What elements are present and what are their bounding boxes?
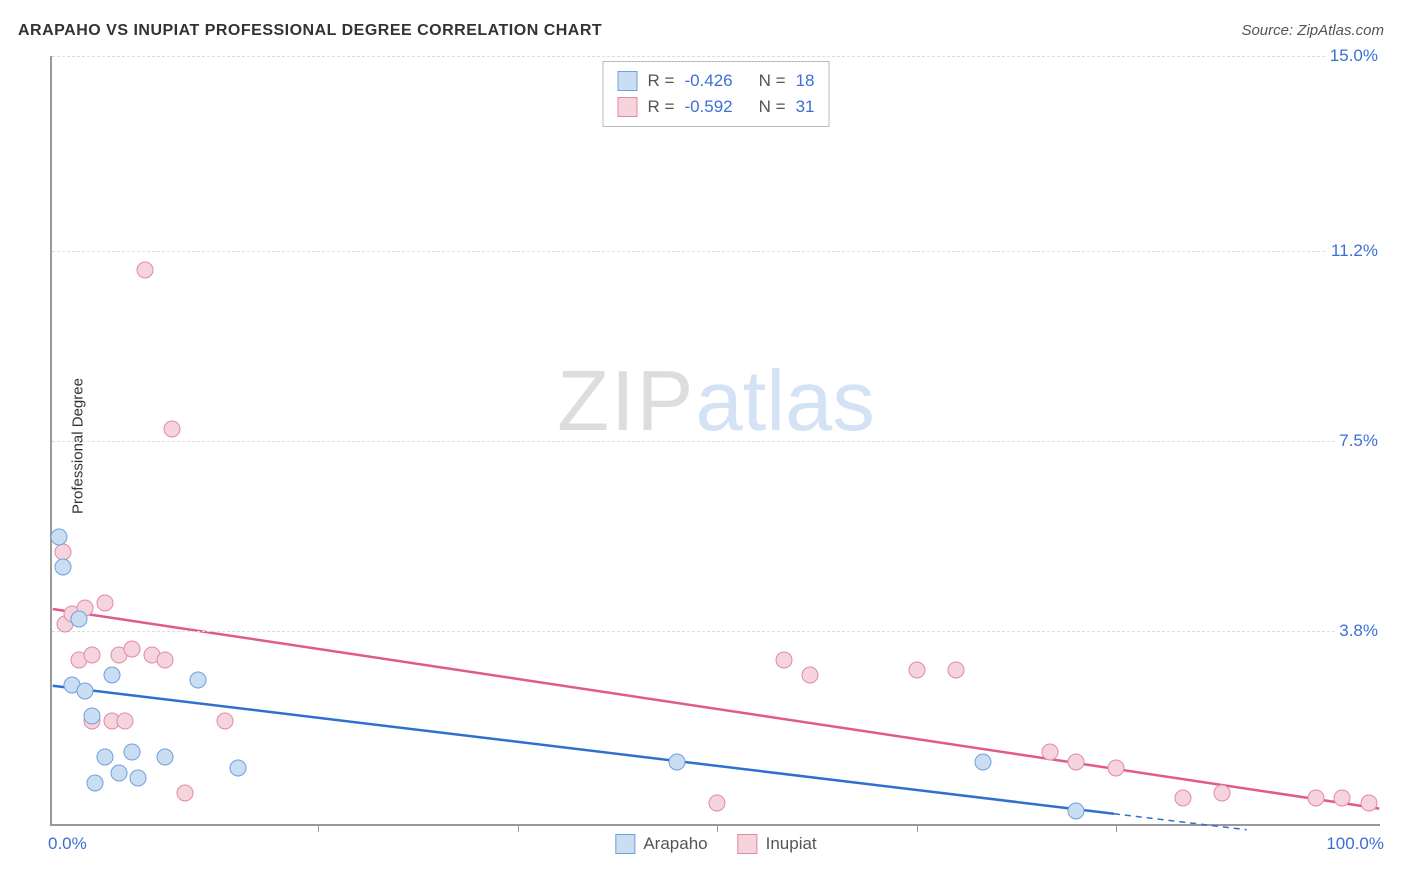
data-point <box>54 559 71 576</box>
stat-n-value: 31 <box>796 94 815 120</box>
plot-area: ZIPatlas R =-0.426N =18R =-0.592N =31 Ar… <box>50 56 1380 826</box>
data-point <box>190 672 207 689</box>
chart-container: ARAPAHO VS INUPIAT PROFESSIONAL DEGREE C… <box>0 0 1406 892</box>
data-point <box>130 769 147 786</box>
y-tick-label: 7.5% <box>1335 431 1382 451</box>
data-point <box>1334 790 1351 807</box>
legend-swatch <box>738 834 758 854</box>
series-legend: Arapaho Inupiat <box>615 834 816 854</box>
legend-item: Inupiat <box>738 834 817 854</box>
stat-r-label: R = <box>648 68 675 94</box>
gridline <box>52 56 1380 57</box>
stats-row: R = -0.426 N = 18 <box>618 68 815 94</box>
y-tick-label: 15.0% <box>1326 46 1382 66</box>
legend-label: Arapaho <box>643 834 707 854</box>
x-axis-min-label: 0.0% <box>48 834 87 854</box>
data-point <box>1041 744 1058 761</box>
regression-lines <box>52 56 1380 824</box>
x-axis-max-label: 100.0% <box>1326 834 1384 854</box>
x-tick <box>518 824 519 832</box>
regression-line <box>53 686 1114 814</box>
stat-n-label: N = <box>759 94 786 120</box>
data-point <box>83 708 100 725</box>
chart-title: ARAPAHO VS INUPIAT PROFESSIONAL DEGREE C… <box>18 22 602 40</box>
data-point <box>77 682 94 699</box>
data-point <box>137 261 154 278</box>
data-point <box>157 651 174 668</box>
stats-row: R = -0.592 N = 31 <box>618 94 815 120</box>
data-point <box>123 641 140 658</box>
gridline <box>52 631 1380 632</box>
data-point <box>177 785 194 802</box>
data-point <box>97 595 114 612</box>
x-tick <box>917 824 918 832</box>
stat-r-value: -0.592 <box>684 94 732 120</box>
data-point <box>1360 795 1377 812</box>
stat-n-label: N = <box>759 68 786 94</box>
source-credit: Source: ZipAtlas.com <box>1241 22 1384 39</box>
gridline <box>52 441 1380 442</box>
data-point <box>975 754 992 771</box>
data-point <box>86 774 103 791</box>
data-point <box>1214 785 1231 802</box>
x-tick <box>717 824 718 832</box>
data-point <box>103 667 120 684</box>
stats-legend-box: R = -0.426 N = 18 R = -0.592 N = 31 <box>603 61 830 127</box>
data-point <box>123 744 140 761</box>
data-point <box>117 713 134 730</box>
data-point <box>1108 759 1125 776</box>
series-swatch <box>618 97 638 117</box>
legend-label: Inupiat <box>766 834 817 854</box>
stat-r-label: R = <box>648 94 675 120</box>
data-point <box>1174 790 1191 807</box>
data-point <box>669 754 686 771</box>
data-point <box>802 667 819 684</box>
y-tick-label: 3.8% <box>1335 621 1382 641</box>
y-tick-label: 11.2% <box>1327 241 1382 261</box>
data-point <box>1307 790 1324 807</box>
gridline <box>52 251 1380 252</box>
data-point <box>948 662 965 679</box>
series-swatch <box>618 71 638 91</box>
stat-r-value: -0.426 <box>684 68 732 94</box>
data-point <box>216 713 233 730</box>
data-point <box>50 528 67 545</box>
data-point <box>97 749 114 766</box>
regression-line-dashed <box>1114 814 1247 830</box>
data-point <box>110 764 127 781</box>
x-tick <box>1116 824 1117 832</box>
data-point <box>230 759 247 776</box>
data-point <box>70 610 87 627</box>
data-point <box>775 651 792 668</box>
data-point <box>163 420 180 437</box>
data-point <box>1068 803 1085 820</box>
data-point <box>157 749 174 766</box>
data-point <box>908 662 925 679</box>
data-point <box>709 795 726 812</box>
stat-n-value: 18 <box>796 68 815 94</box>
legend-swatch <box>615 834 635 854</box>
x-tick <box>318 824 319 832</box>
data-point <box>1068 754 1085 771</box>
data-point <box>83 646 100 663</box>
legend-item: Arapaho <box>615 834 707 854</box>
